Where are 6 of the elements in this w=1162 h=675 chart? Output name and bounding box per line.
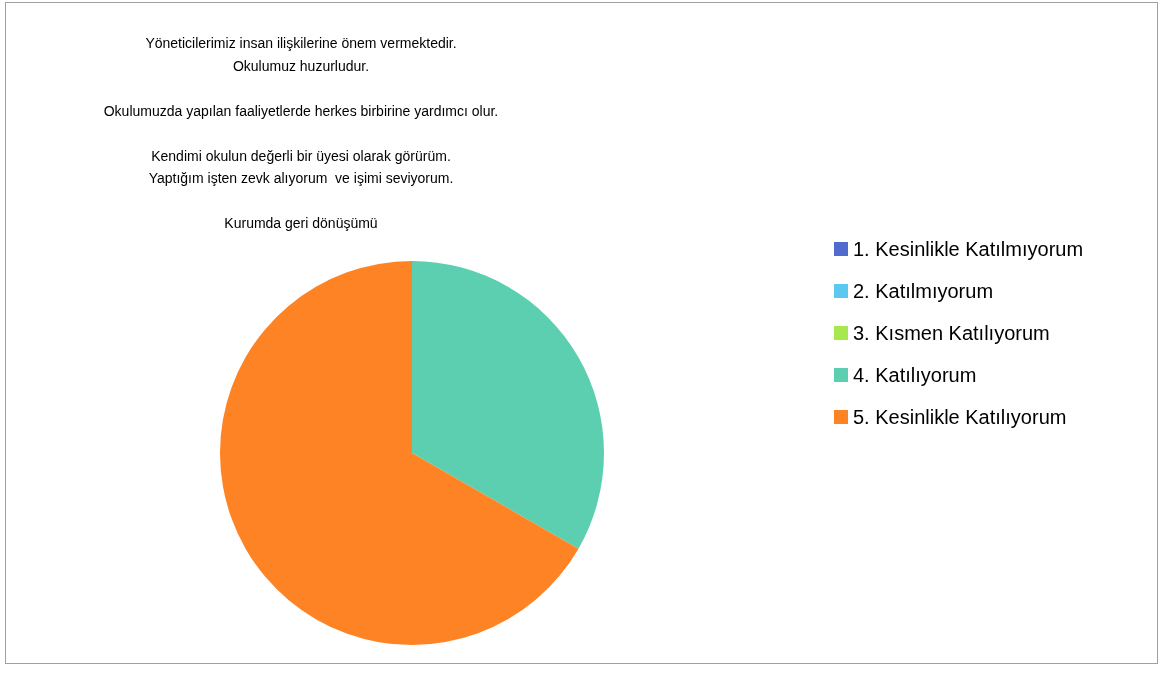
chart-title: Yöneticilerimiz insan ilişkilerine önem vermektedir. Okulumuz huzurludur. Okulumuzda yapılan faaliyetlerde herkes birbirine yardımcı olur. Kendimi okulun değerli bir üyesi olarak görürüm. Yaptığım işten zevk alıyorum ve işimi seviyorum. Kurumda geri dönüşümü [103,35,499,232]
legend-label: 1. Kesinlikle Katılmıyorum [853,238,1084,260]
legend-label: 2. Katılmıyorum [853,280,994,302]
legend-label: 5. Kesinlikle Katılıyorum [853,406,1067,428]
legend-label: 4. Katılıyorum [853,364,977,386]
legend-label: 3. Kısmen Katılıyorum [853,322,1050,344]
